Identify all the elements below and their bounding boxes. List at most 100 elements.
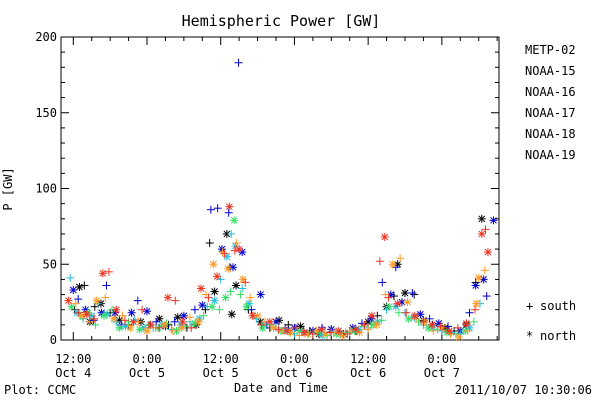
x-tick-label-date: Oct 5 [129, 366, 165, 380]
data-point-north [92, 296, 101, 305]
data-point-south [218, 248, 227, 257]
north-symbol: * [526, 329, 533, 343]
data-point-north [160, 320, 169, 329]
data-point-north [242, 302, 251, 311]
data-point-south [429, 326, 438, 335]
data-point-north [472, 299, 481, 308]
data-point-south [419, 317, 428, 326]
data-point-north [235, 245, 244, 254]
data-point-south [471, 305, 480, 314]
data-point-south [360, 320, 369, 329]
data-point-north [146, 320, 155, 329]
data-point-south [206, 205, 215, 214]
data-point-south [246, 293, 255, 302]
data-point-south [359, 322, 368, 331]
footer-credit: Plot: CCMC [4, 383, 77, 397]
data-point-south [66, 273, 75, 282]
data-point-north [213, 272, 222, 281]
data-point-north [253, 311, 262, 320]
data-point-south [482, 292, 491, 301]
data-point-north [403, 298, 412, 307]
data-point-south [453, 323, 462, 332]
x-tick-label-time: 0:00 [280, 352, 309, 366]
data-point-north [178, 317, 187, 326]
data-point-north [109, 314, 118, 323]
x-tick-label-date: Oct 4 [55, 366, 91, 380]
data-point-south [343, 329, 352, 338]
data-point-north [483, 248, 492, 257]
y-tick-label: 100 [35, 182, 57, 196]
data-point-north [224, 264, 233, 273]
data-point-north [163, 293, 172, 302]
data-point-south [408, 289, 417, 298]
data-point-north [143, 307, 152, 316]
data-point-north [82, 310, 91, 319]
data-point-north [177, 323, 186, 332]
x-tick-label-date: Oct 7 [424, 366, 460, 380]
data-point-south [236, 290, 245, 299]
data-point-south [232, 239, 241, 248]
y-tick-label: 200 [35, 30, 57, 44]
data-point-north [372, 320, 381, 329]
data-point-north [98, 269, 107, 278]
data-point-south [80, 281, 89, 290]
data-point-south [215, 305, 224, 314]
x-tick-label-time: 12:00 [350, 352, 386, 366]
data-point-north [445, 326, 454, 335]
data-point-south [326, 328, 335, 337]
data-point-north [351, 325, 360, 334]
data-point-north [221, 293, 230, 302]
data-point-south [187, 323, 196, 332]
data-point-north [248, 311, 257, 320]
data-point-south [168, 326, 177, 335]
data-point-south [186, 313, 195, 322]
x-tick-label-time: 0:00 [133, 352, 162, 366]
legend-entry: NOAA-19 [525, 148, 576, 162]
data-point-south [295, 331, 304, 340]
data-point-south [274, 325, 283, 334]
data-point-south [463, 326, 472, 335]
data-point-south [118, 311, 127, 320]
data-point-north [462, 319, 471, 328]
data-point-north [208, 302, 217, 311]
data-point-south [378, 278, 387, 287]
data-point-north [477, 229, 486, 238]
south-label: south [540, 299, 576, 313]
data-point-north [455, 332, 464, 341]
y-axis: 0 50 100 150 200 [35, 30, 499, 347]
data-point-north [126, 323, 135, 332]
data-point-north [437, 323, 446, 332]
data-point-north [209, 260, 218, 269]
legend-entry: NOAA-18 [525, 127, 576, 141]
data-point-north [367, 314, 376, 323]
data-point-south [91, 320, 100, 329]
data-point-south [199, 311, 208, 320]
data-point-north [471, 281, 480, 290]
data-point-north [195, 314, 204, 323]
data-point-north [367, 311, 376, 320]
data-point-north [258, 323, 267, 332]
data-point-south [104, 267, 113, 276]
data-point-north [210, 287, 219, 296]
data-point-south [204, 293, 213, 302]
data-point-south [384, 293, 393, 302]
data-point-south [469, 317, 478, 326]
legend-entry: NOAA-15 [525, 64, 576, 78]
data-point-north [317, 325, 326, 334]
data-point-north [64, 296, 73, 305]
data-point-north [300, 328, 309, 337]
data-points [64, 58, 498, 341]
data-point-south [90, 314, 99, 323]
data-point-south [226, 287, 235, 296]
data-point-north [477, 214, 486, 223]
data-point-north [127, 308, 136, 317]
data-point-south [375, 257, 384, 266]
y-axis-label: P [GW] [1, 167, 15, 210]
data-point-south [133, 296, 142, 305]
data-point-north [115, 323, 124, 332]
data-point-south [224, 208, 233, 217]
data-point-south [138, 305, 147, 314]
data-point-south [227, 229, 236, 238]
data-point-north [197, 284, 206, 293]
